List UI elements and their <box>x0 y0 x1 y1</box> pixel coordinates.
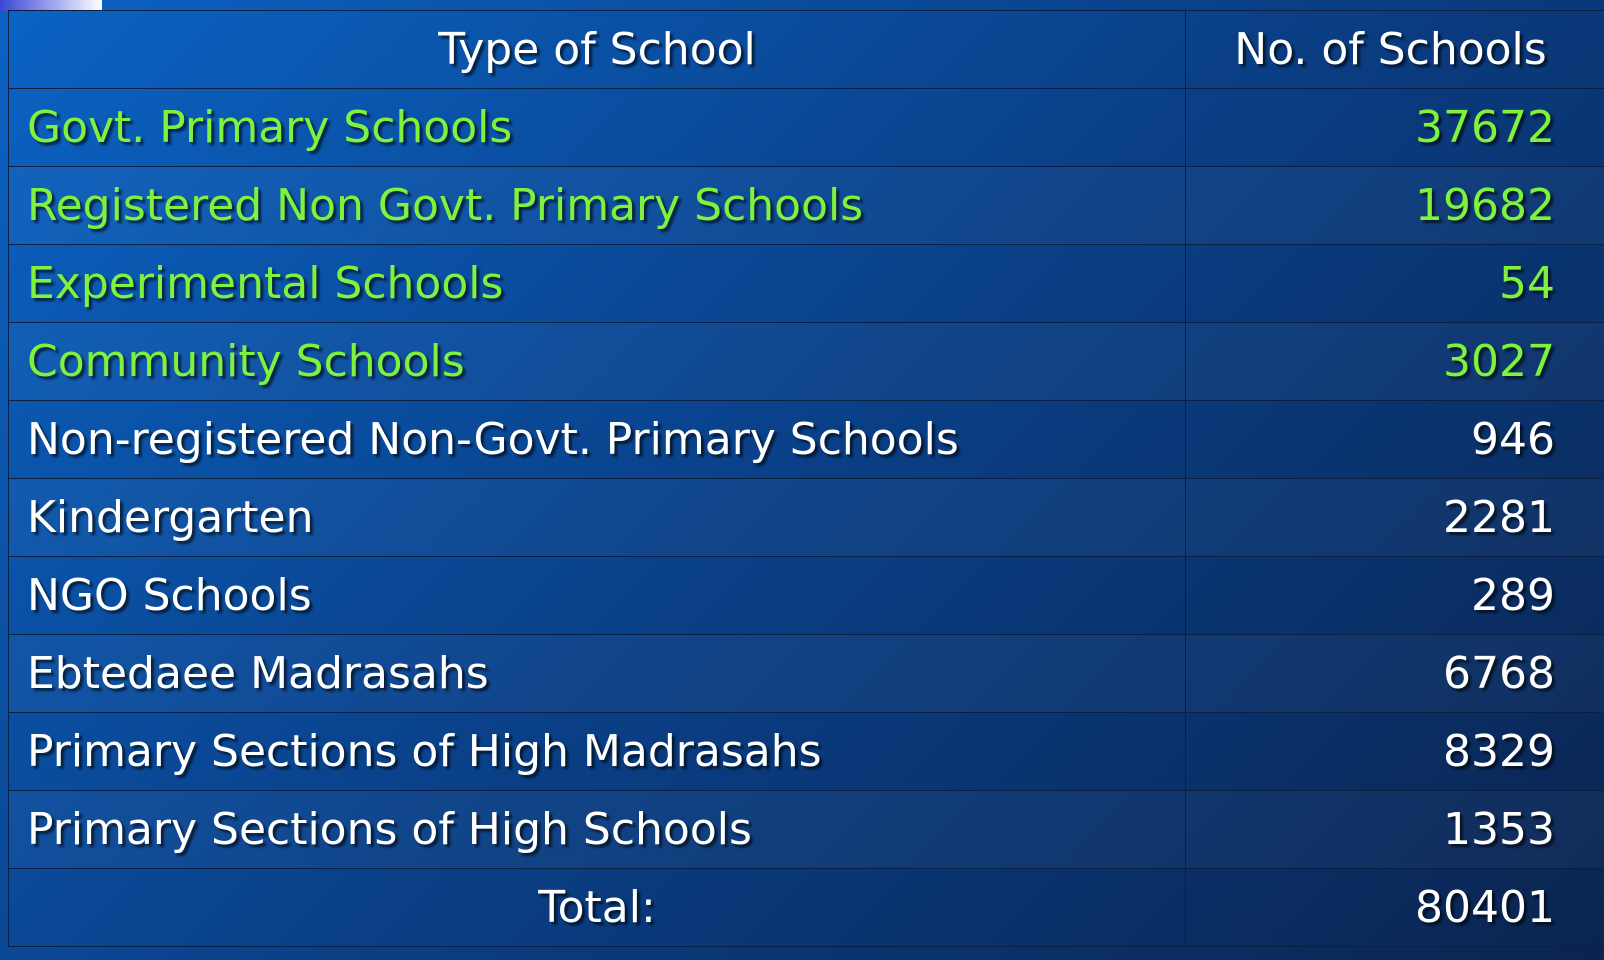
school-count: 6768 <box>1185 634 1604 713</box>
schools-table: Type of School No. of Schools Govt. Prim… <box>8 10 1604 947</box>
school-count: 8329 <box>1185 712 1604 791</box>
school-count: 19682 <box>1185 166 1604 245</box>
school-count: 37672 <box>1185 88 1604 167</box>
table-row: Ebtedaee Madrasahs 6768 <box>8 634 1604 713</box>
school-type: Primary Sections of High Schools <box>8 790 1186 869</box>
table-row: Non-registered Non-Govt. Primary Schools… <box>8 400 1604 479</box>
school-count: 1353 <box>1185 790 1604 869</box>
school-type: Kindergarten <box>8 478 1186 557</box>
school-count: 54 <box>1185 244 1604 323</box>
header-cell: No. of Schools <box>1185 10 1604 89</box>
table-row: Registered Non Govt. Primary Schools 1968… <box>8 166 1604 245</box>
total-count: 80401 <box>1185 868 1604 947</box>
school-type: Community Schools <box>8 322 1186 401</box>
table-row: Primary Sections of High Schools 1353 <box>8 790 1604 869</box>
school-type: Experimental Schools <box>8 244 1186 323</box>
school-type: Registered Non Govt. Primary Schools <box>8 166 1186 245</box>
school-count: 2281 <box>1185 478 1604 557</box>
table-row: Experimental Schools 54 <box>8 244 1604 323</box>
school-count: 3027 <box>1185 322 1604 401</box>
corner-accent <box>0 0 102 11</box>
total-row: Total: 80401 <box>8 868 1604 947</box>
header-cell: Type of School <box>8 10 1186 89</box>
table-row: Community Schools 3027 <box>8 322 1604 401</box>
table-body: Type of School No. of Schools Govt. Prim… <box>8 10 1604 947</box>
table-row: Govt. Primary Schools 37672 <box>8 88 1604 167</box>
school-type: Primary Sections of High Madrasahs <box>8 712 1186 791</box>
total-label: Total: <box>8 868 1186 947</box>
school-type: Non-registered Non-Govt. Primary Schools <box>8 400 1186 479</box>
school-type: NGO Schools <box>8 556 1186 635</box>
header-row: Type of School No. of Schools <box>8 10 1604 89</box>
school-type: Ebtedaee Madrasahs <box>8 634 1186 713</box>
school-count: 946 <box>1185 400 1604 479</box>
school-count: 289 <box>1185 556 1604 635</box>
school-type: Govt. Primary Schools <box>8 88 1186 167</box>
table-row: Kindergarten 2281 <box>8 478 1604 557</box>
table-row: Primary Sections of High Madrasahs 8329 <box>8 712 1604 791</box>
table-row: NGO Schools 289 <box>8 556 1604 635</box>
